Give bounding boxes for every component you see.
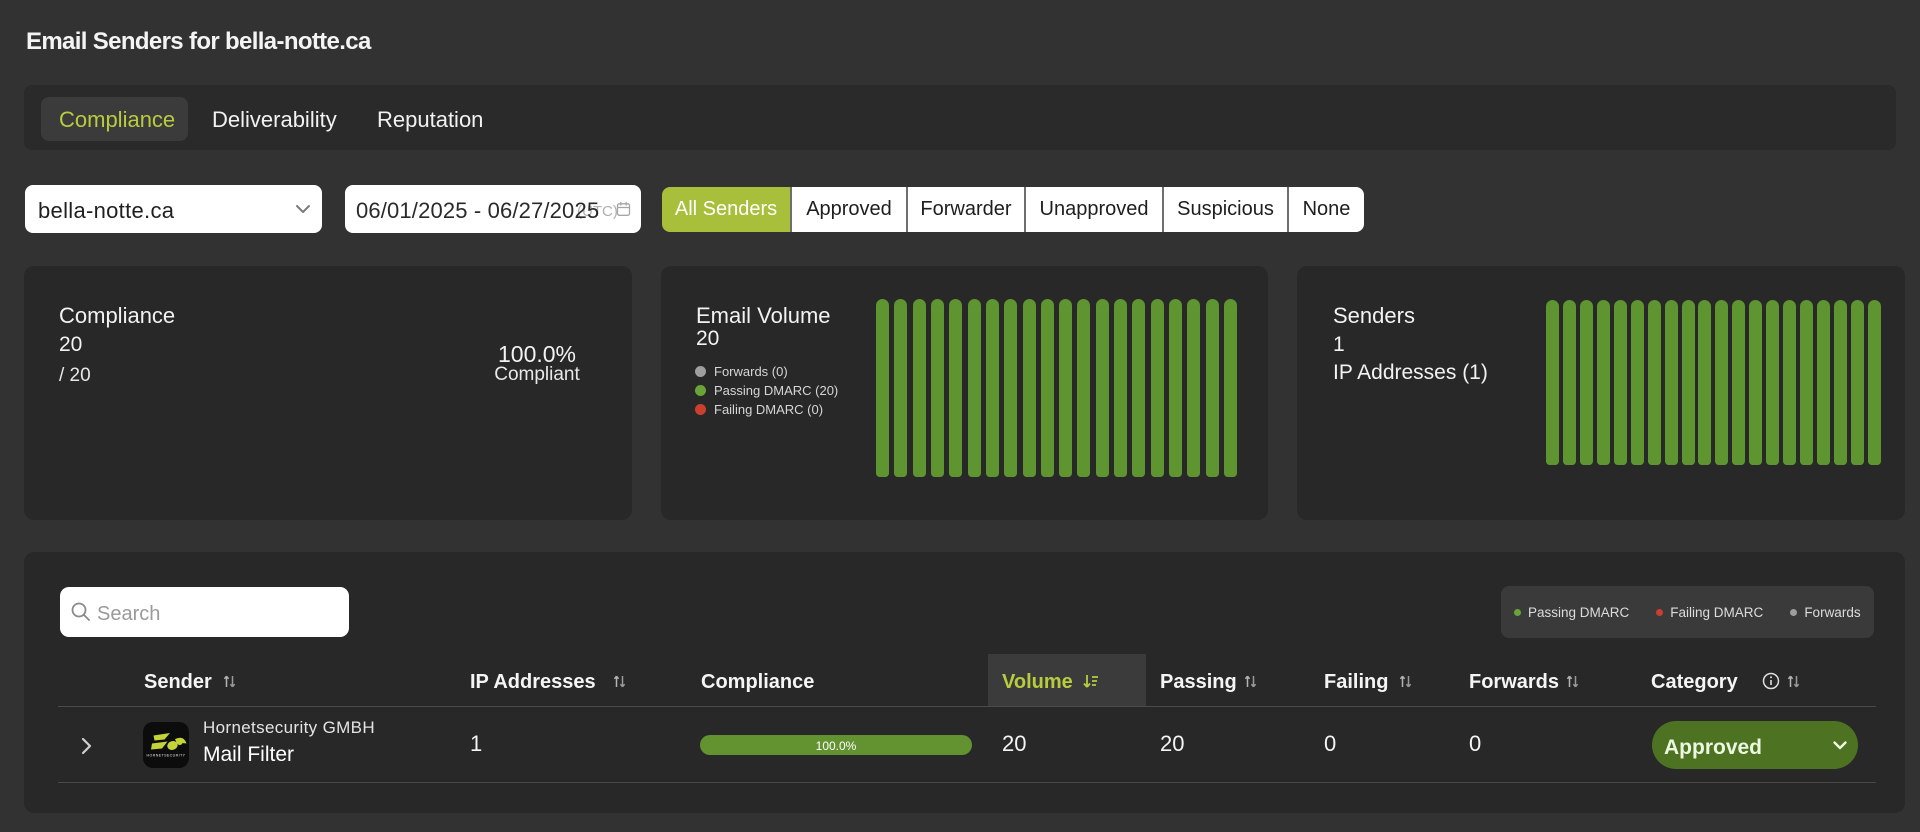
svg-text:HORNETSECURITY: HORNETSECURITY <box>147 754 186 758</box>
